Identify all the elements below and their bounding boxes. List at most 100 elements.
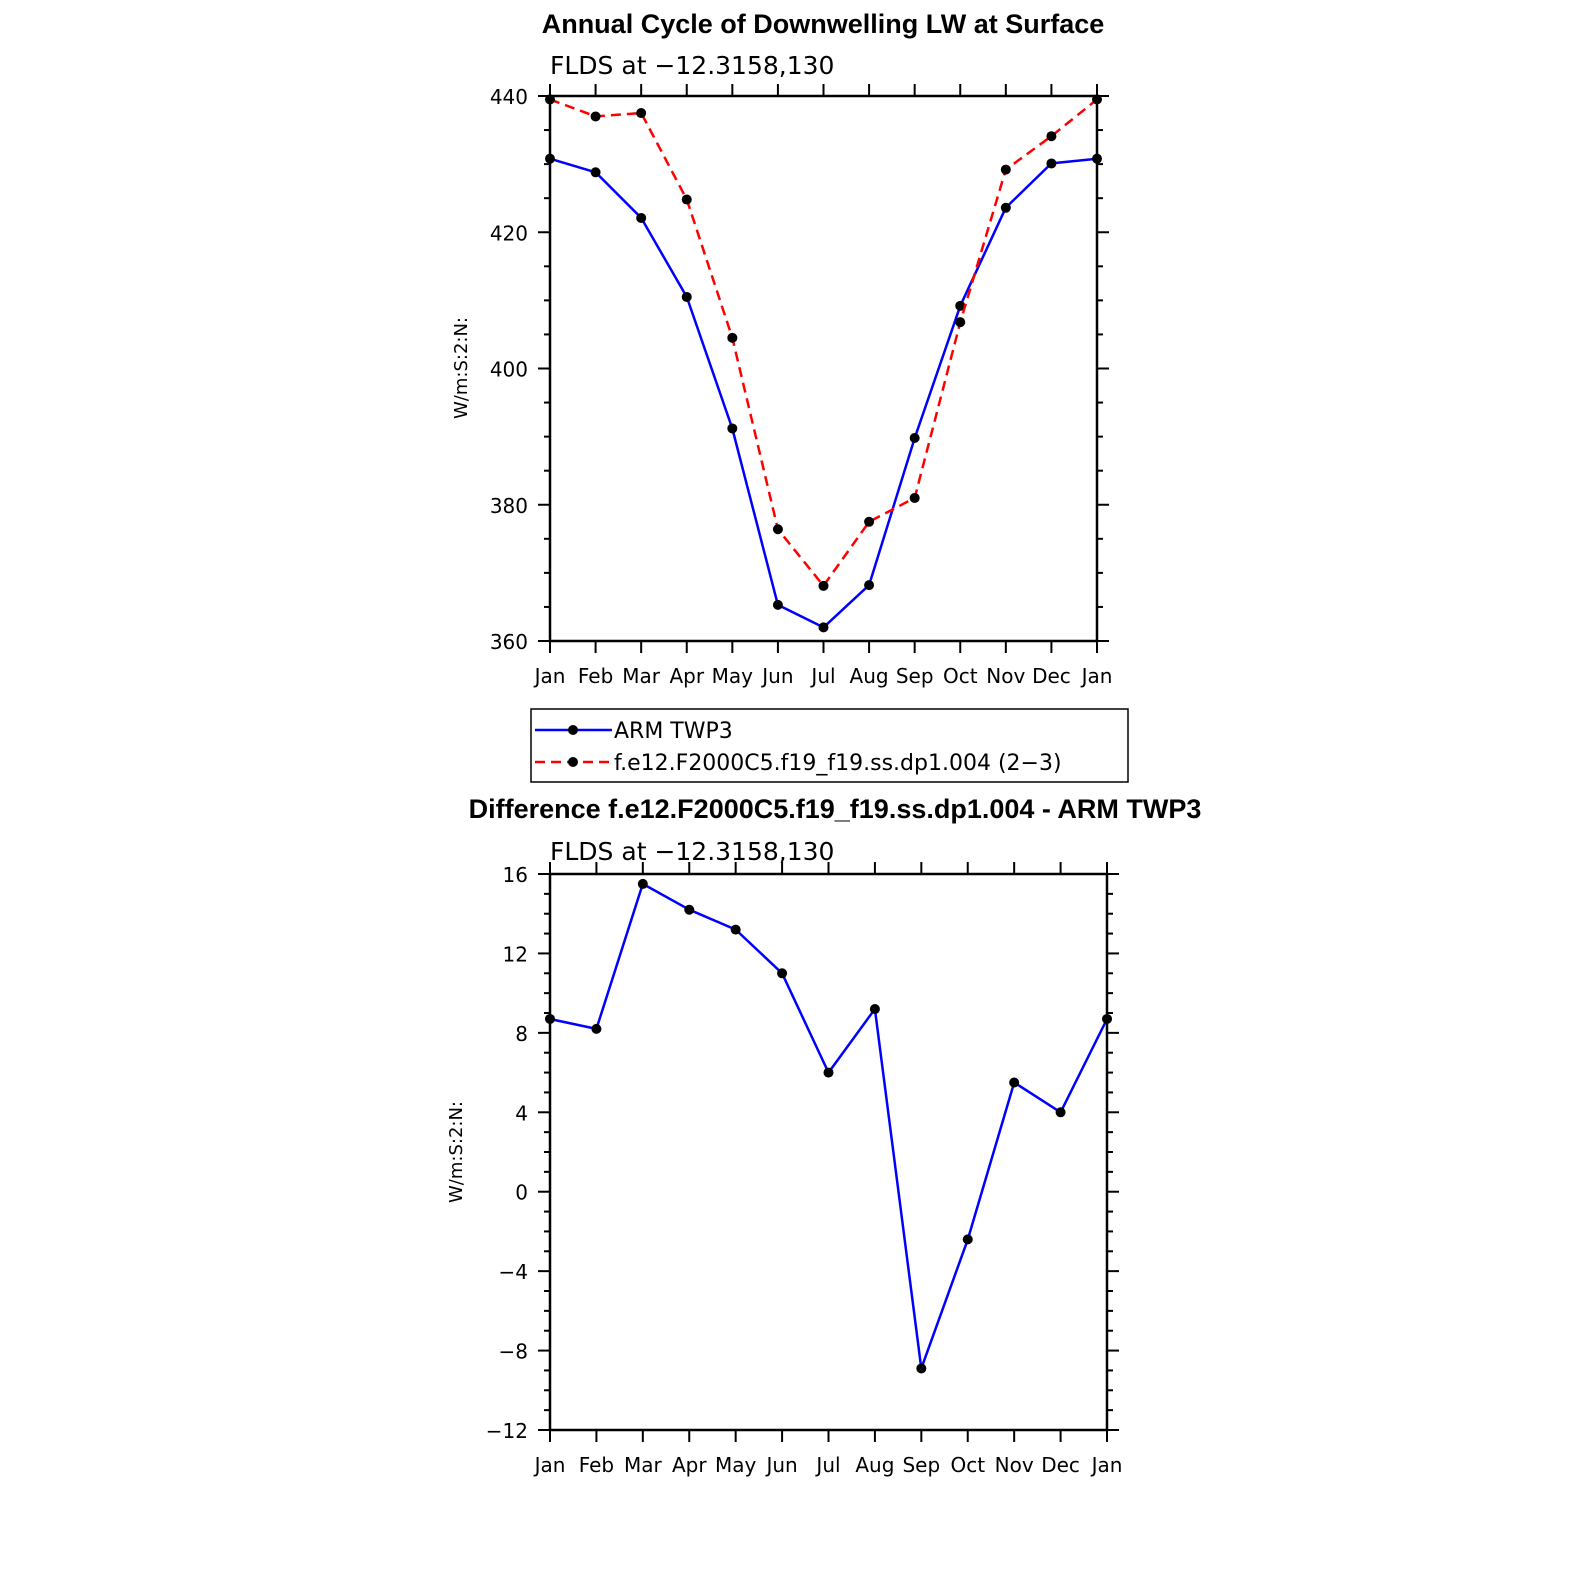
x-tick-label: Aug bbox=[855, 1453, 894, 1477]
data-point bbox=[772, 599, 783, 610]
series-line bbox=[549, 882, 1109, 1370]
data-point bbox=[681, 291, 692, 302]
data-point bbox=[1102, 1013, 1112, 1024]
data-point bbox=[636, 212, 647, 223]
x-tick-label: Apr bbox=[672, 1453, 707, 1477]
data-point bbox=[590, 111, 601, 122]
y-tick-label: 8 bbox=[515, 1022, 528, 1046]
x-tick-label: Apr bbox=[669, 664, 704, 688]
data-point bbox=[864, 580, 875, 591]
y-axis-label: W/m:S:2:N: bbox=[451, 317, 472, 419]
x-tick-label: Dec bbox=[1032, 664, 1071, 688]
x-tick-label: Jan bbox=[533, 1453, 566, 1477]
y-tick-label: −4 bbox=[499, 1260, 528, 1284]
data-point bbox=[590, 167, 601, 178]
x-tick-label: Dec bbox=[1041, 1453, 1080, 1477]
data-point bbox=[1046, 158, 1057, 169]
data-point bbox=[818, 580, 829, 591]
x-tick-label: Sep bbox=[902, 1453, 940, 1477]
y-tick-label: 0 bbox=[515, 1181, 528, 1205]
y-tick-label: −8 bbox=[499, 1340, 528, 1364]
legend-marker-arm bbox=[568, 725, 578, 735]
x-tick-label: Sep bbox=[896, 664, 934, 688]
data-point bbox=[684, 904, 695, 915]
chart-difference: Difference f.e12.F2000C5.f19_f19.ss.dp1.… bbox=[446, 794, 1201, 1477]
x-tick-label: Oct bbox=[950, 1453, 985, 1477]
legend-label-model: f.e12.F2000C5.f19_f19.ss.dp1.004 (2−3) bbox=[614, 751, 1062, 776]
data-point bbox=[1046, 131, 1057, 142]
y-tick-label: 440 bbox=[490, 85, 528, 109]
data-point bbox=[545, 1013, 555, 1024]
y-tick-label: 12 bbox=[503, 942, 528, 966]
y-tick-label: 420 bbox=[490, 221, 528, 245]
data-point bbox=[637, 878, 648, 889]
data-point bbox=[545, 153, 555, 164]
series-line bbox=[549, 157, 1098, 629]
series-line bbox=[549, 98, 1098, 588]
x-tick-label: May bbox=[712, 664, 754, 688]
data-point bbox=[955, 317, 966, 328]
legend: ARM TWP3 f.e12.F2000C5.f19_f19.ss.dp1.00… bbox=[530, 708, 1129, 783]
x-tick-label: May bbox=[715, 1453, 757, 1477]
data-series-group bbox=[545, 878, 1112, 1374]
x-tick-label: Jan bbox=[1090, 1453, 1123, 1477]
data-point bbox=[727, 332, 738, 343]
data-point bbox=[1009, 1077, 1020, 1088]
data-point bbox=[777, 968, 788, 979]
data-point bbox=[1000, 202, 1011, 213]
x-tick-label: Nov bbox=[995, 1453, 1034, 1477]
y-axis-label: W/m:S:2:N: bbox=[446, 1101, 467, 1203]
chart-subtitle: FLDS at −12.3158,130 bbox=[550, 51, 834, 80]
data-point bbox=[909, 432, 920, 443]
legend-marker-model bbox=[568, 757, 578, 767]
chart-title: Annual Cycle of Downwelling LW at Surfac… bbox=[542, 9, 1105, 39]
legend-label-arm: ARM TWP3 bbox=[614, 719, 733, 744]
axes: 360 380 400 420 440 Jan Feb Mar Apr May Jun Jul Aug S… bbox=[490, 84, 1113, 688]
data-point bbox=[1000, 164, 1011, 175]
y-tick-label: 4 bbox=[515, 1101, 528, 1125]
y-tick-label: 360 bbox=[490, 630, 528, 654]
data-point bbox=[681, 194, 692, 205]
data-point bbox=[636, 108, 647, 119]
data-point bbox=[545, 94, 555, 105]
data-series-group bbox=[545, 94, 1102, 633]
chart-annual-cycle: Annual Cycle of Downwelling LW at Surfac… bbox=[451, 9, 1112, 688]
x-tick-label: Mar bbox=[622, 664, 661, 688]
data-point bbox=[916, 1363, 927, 1374]
y-tick-label: −12 bbox=[486, 1419, 528, 1443]
data-point bbox=[727, 423, 738, 434]
x-tick-label: Feb bbox=[579, 1453, 614, 1477]
data-point bbox=[909, 492, 920, 503]
data-point bbox=[591, 1023, 602, 1034]
data-point bbox=[730, 924, 741, 935]
x-tick-label: Jun bbox=[764, 1453, 797, 1477]
data-point bbox=[955, 300, 966, 311]
data-point bbox=[772, 524, 783, 535]
plot-frame bbox=[548, 94, 1099, 643]
x-tick-label: Feb bbox=[578, 664, 613, 688]
data-point bbox=[864, 516, 875, 527]
data-point bbox=[1055, 1107, 1066, 1118]
x-tick-label: Nov bbox=[986, 664, 1025, 688]
chart-subtitle: FLDS at −12.3158,130 bbox=[550, 837, 834, 866]
data-point bbox=[869, 1004, 880, 1015]
data-point bbox=[1092, 94, 1102, 105]
data-point bbox=[823, 1067, 834, 1078]
data-point bbox=[818, 622, 829, 633]
x-tick-label: Jul bbox=[809, 664, 835, 688]
chart-title: Difference f.e12.F2000C5.f19_f19.ss.dp1.… bbox=[469, 794, 1202, 824]
x-tick-label: Jun bbox=[760, 664, 793, 688]
x-tick-label: Jul bbox=[814, 1453, 840, 1477]
data-point bbox=[1092, 153, 1102, 164]
x-tick-label: Jan bbox=[1080, 664, 1113, 688]
legend-box bbox=[530, 708, 1129, 783]
y-tick-label: 400 bbox=[490, 358, 528, 382]
x-tick-label: Jan bbox=[533, 664, 566, 688]
plot-frame bbox=[548, 872, 1109, 1432]
x-tick-label: Mar bbox=[624, 1453, 663, 1477]
x-tick-label: Oct bbox=[943, 664, 978, 688]
y-tick-label: 380 bbox=[490, 494, 528, 518]
data-point bbox=[962, 1234, 973, 1245]
y-tick-label: 16 bbox=[503, 863, 528, 887]
